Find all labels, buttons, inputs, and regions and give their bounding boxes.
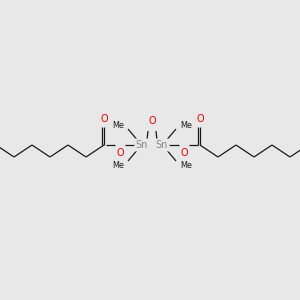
Text: O: O (180, 148, 188, 158)
Text: O: O (116, 148, 124, 158)
Text: Me: Me (180, 160, 192, 169)
Text: Sn: Sn (156, 140, 168, 150)
Text: O: O (100, 114, 108, 124)
Text: Me: Me (112, 121, 124, 130)
Text: Sn: Sn (136, 140, 148, 150)
Text: O: O (196, 114, 204, 124)
Text: Me: Me (180, 121, 192, 130)
Text: O: O (148, 116, 156, 126)
Text: Me: Me (112, 160, 124, 169)
